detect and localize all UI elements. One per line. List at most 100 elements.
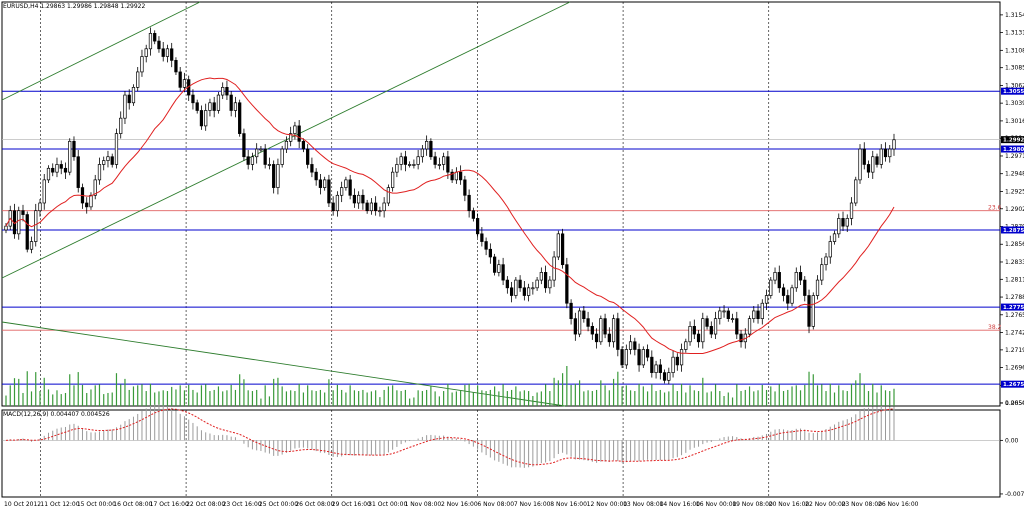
candle-body[interactable] [412,164,416,166]
candle-body[interactable] [348,179,352,196]
candle-body[interactable] [509,287,514,296]
candle-body[interactable] [378,210,382,213]
candle-body[interactable] [471,210,475,219]
candle-body[interactable] [170,48,174,61]
candle-body[interactable] [165,48,170,57]
candle-body[interactable] [458,171,463,181]
candle-body[interactable] [637,349,641,366]
candle-body[interactable] [849,202,854,219]
candle-body[interactable] [739,333,743,343]
candle-body[interactable] [119,117,123,134]
candle-body[interactable] [713,318,718,335]
candle-body[interactable] [616,318,620,350]
candle-body[interactable] [272,164,276,188]
candle-body[interactable] [522,287,526,296]
candle-body[interactable] [590,326,594,335]
candle-body[interactable] [46,167,51,181]
candle-body[interactable] [688,326,692,343]
candle-body[interactable] [675,356,679,366]
candle-body[interactable] [140,56,144,73]
candle-body[interactable] [620,349,624,366]
candle-body[interactable] [221,86,225,96]
candle-body[interactable] [195,102,199,111]
candle-body[interactable] [501,264,505,281]
candle-body[interactable] [301,140,306,150]
candle-body[interactable] [828,241,832,258]
candle-body[interactable] [429,140,433,158]
candle-body[interactable] [633,341,637,350]
candle-body[interactable] [55,164,59,173]
candle-body[interactable] [212,102,216,111]
candle-body[interactable] [569,302,573,319]
candle-body[interactable] [769,279,773,296]
candle-body[interactable] [391,171,395,188]
candle-body[interactable] [505,279,509,289]
candle-body[interactable] [199,110,204,127]
candle-body[interactable] [178,71,182,88]
candle-body[interactable] [327,179,331,204]
candle-body[interactable] [114,133,119,165]
candle-body[interactable] [89,194,93,208]
candle-body[interactable] [705,318,709,327]
candle-body[interactable] [17,210,21,235]
candle-body[interactable] [289,133,293,142]
candle-body[interactable] [650,356,654,373]
candle-body[interactable] [238,102,242,134]
candle-body[interactable] [497,264,501,273]
candle-body[interactable] [671,356,675,373]
candle-body[interactable] [628,341,633,350]
candle-body[interactable] [21,210,25,215]
candle-body[interactable] [798,272,803,281]
candle-body[interactable] [484,241,488,250]
candle-body[interactable] [255,148,259,158]
candle-body[interactable] [560,233,565,266]
candle-body[interactable] [548,279,552,289]
candle-body[interactable] [102,160,106,165]
candle-body[interactable] [123,94,127,119]
candle-body[interactable] [654,364,658,373]
trendline-lower[interactable] [1,1,571,279]
candle-body[interactable] [807,295,811,327]
candle-body[interactable] [331,202,335,212]
candle-body[interactable] [535,279,539,289]
candle-body[interactable] [645,349,650,358]
candle-body[interactable] [335,194,340,212]
candle-body[interactable] [777,272,781,289]
candle-body[interactable] [760,302,764,319]
candle-body[interactable] [242,133,246,158]
candle-body[interactable] [658,364,662,373]
candle-body[interactable] [692,326,696,335]
candle-body[interactable] [399,156,403,165]
candle-body[interactable] [611,318,616,343]
candle-body[interactable] [764,295,769,304]
candle-body[interactable] [425,140,429,150]
candle-body[interactable] [875,156,879,165]
candle-body[interactable] [573,318,577,335]
candle-body[interactable] [357,194,361,204]
trendline-falling[interactable] [1,321,566,407]
candle-body[interactable] [586,318,590,327]
candle-body[interactable] [306,148,310,165]
candle-body[interactable] [161,48,165,57]
candle-body[interactable] [38,202,42,212]
candle-body[interactable] [726,310,730,319]
candle-body[interactable] [442,156,446,165]
candle-body[interactable] [803,279,807,296]
candle-body[interactable] [871,156,875,173]
candle-body[interactable] [148,33,153,50]
candle-body[interactable] [246,156,250,165]
candle-body[interactable] [51,167,55,173]
candle-body[interactable] [314,171,318,181]
candle-body[interactable] [679,349,684,366]
candle-body[interactable] [684,341,688,350]
candle-body[interactable] [735,318,739,335]
candle-body[interactable] [267,164,272,166]
candle-body[interactable] [63,167,68,173]
candle-body[interactable] [4,225,8,231]
candle-body[interactable] [374,202,378,212]
candle-body[interactable] [284,140,289,150]
candle-body[interactable] [386,187,391,204]
candle-body[interactable] [841,218,845,227]
candle-body[interactable] [662,372,667,381]
